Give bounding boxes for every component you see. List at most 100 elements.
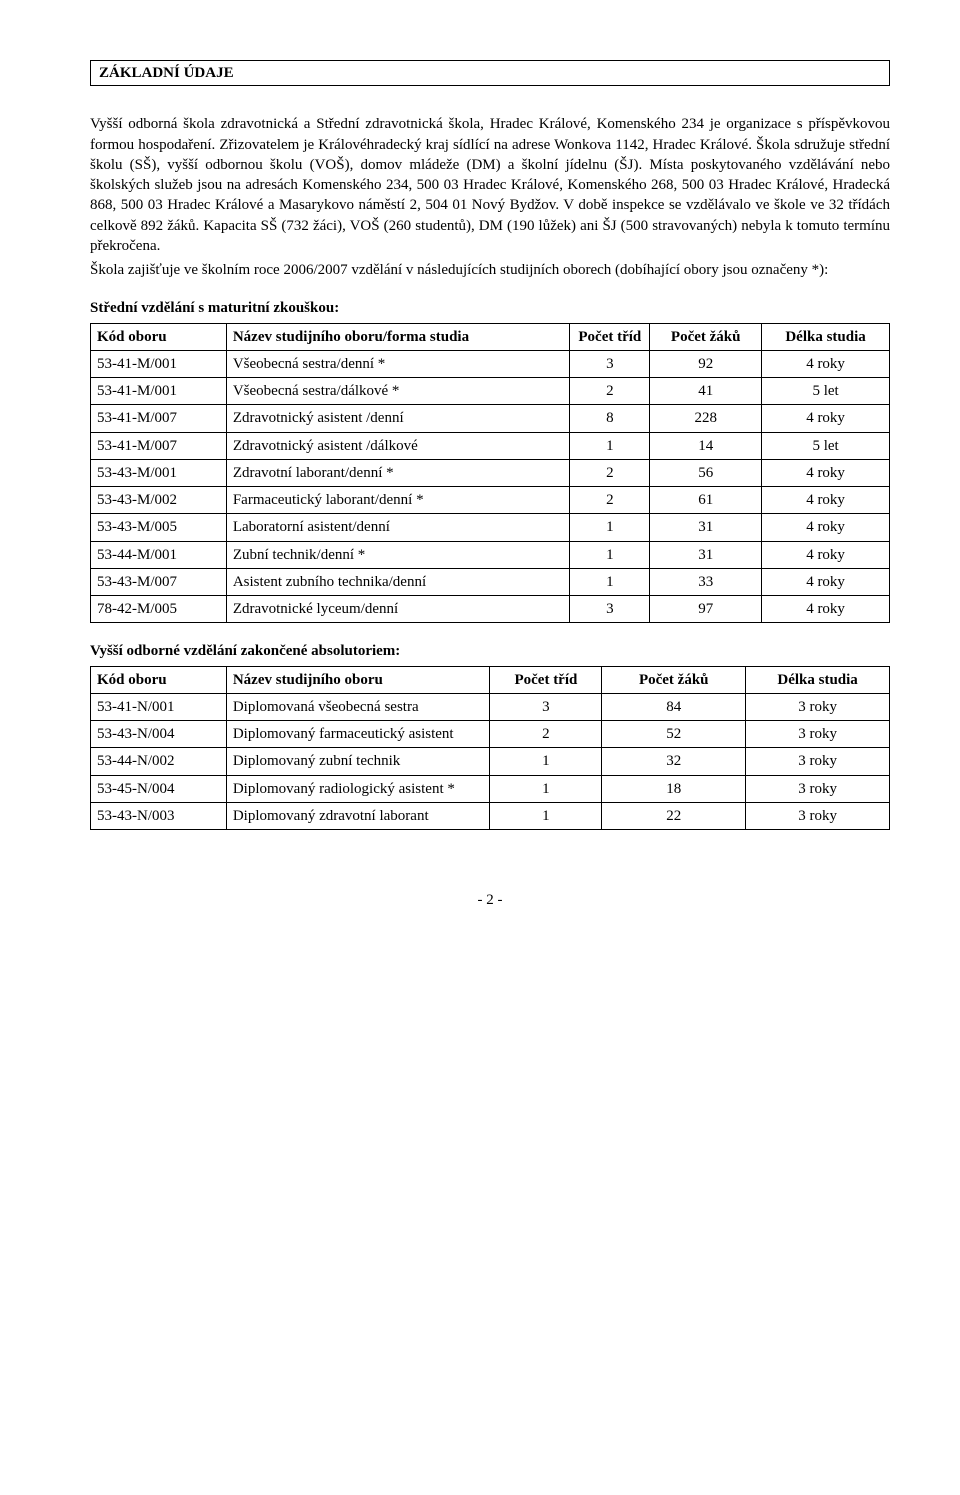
table-row: 53-44-N/002Diplomovaný zubní technik1323…	[91, 748, 890, 775]
table-header-cell: Název studijního oboru/forma studia	[226, 323, 570, 350]
table-cell: 14	[650, 432, 762, 459]
table-cell: 92	[650, 350, 762, 377]
table-cell: 3 roky	[746, 775, 890, 802]
table-header-cell: Délka studia	[746, 666, 890, 693]
table-cell: 31	[650, 541, 762, 568]
table-cell: 2	[570, 459, 650, 486]
table-cell: 1	[570, 514, 650, 541]
table-cell: Zubní technik/denní *	[226, 541, 570, 568]
table-cell: 53-43-M/001	[91, 459, 227, 486]
table-cell: 53-41-M/007	[91, 432, 227, 459]
table-row: 78-42-M/005Zdravotnické lyceum/denní3974…	[91, 596, 890, 623]
table-row: 53-45-N/004Diplomovaný radiologický asis…	[91, 775, 890, 802]
table-row: 53-43-M/005Laboratorní asistent/denní131…	[91, 514, 890, 541]
table-cell: 2	[570, 487, 650, 514]
table-cell: Zdravotní laborant/denní *	[226, 459, 570, 486]
table-cell: 3 roky	[746, 802, 890, 829]
table-cell: Diplomovaný zdravotní laborant	[226, 802, 490, 829]
table-header-cell: Počet žáků	[650, 323, 762, 350]
table-header-cell: Počet tříd	[490, 666, 602, 693]
table-cell: Diplomovaný zubní technik	[226, 748, 490, 775]
table-cell: 31	[650, 514, 762, 541]
table-cell: 41	[650, 378, 762, 405]
table-cell: 1	[570, 541, 650, 568]
table-cell: 1	[570, 432, 650, 459]
table-header-cell: Délka studia	[762, 323, 890, 350]
table-header-cell: Kód oboru	[91, 323, 227, 350]
table-header-cell: Název studijního oboru	[226, 666, 490, 693]
table-cell: 4 roky	[762, 350, 890, 377]
table-stredni-vzdelani: Kód oboruNázev studijního oboru/forma st…	[90, 323, 890, 624]
table-cell: 33	[650, 568, 762, 595]
table-cell: 53-44-N/002	[91, 748, 227, 775]
table-cell: 61	[650, 487, 762, 514]
table-cell: 52	[602, 721, 746, 748]
table-row: 53-41-M/007Zdravotnický asistent /denní8…	[91, 405, 890, 432]
section-title: ZÁKLADNÍ ÚDAJE	[99, 65, 234, 81]
table-row: 53-43-M/007Asistent zubního technika/den…	[91, 568, 890, 595]
table-cell: 2	[570, 378, 650, 405]
table-row: 53-41-M/001Všeobecná sestra/denní *3924 …	[91, 350, 890, 377]
table-cell: Všeobecná sestra/denní *	[226, 350, 570, 377]
table-cell: 53-41-M/001	[91, 378, 227, 405]
table-header-cell: Kód oboru	[91, 666, 227, 693]
table-cell: Zdravotnický asistent /dálkové	[226, 432, 570, 459]
table-cell: Diplomovaná všeobecná sestra	[226, 693, 490, 720]
table-vyssi-odborne: Kód oboruNázev studijního oboruPočet tří…	[90, 666, 890, 831]
table-cell: 4 roky	[762, 568, 890, 595]
table-cell: Asistent zubního technika/denní	[226, 568, 570, 595]
table2-heading: Vyšší odborné vzdělání zakončené absolut…	[90, 641, 890, 661]
table-cell: 22	[602, 802, 746, 829]
table-cell: 53-43-M/002	[91, 487, 227, 514]
intro-paragraph-1: Vyšší odborná škola zdravotnická a Střed…	[90, 114, 890, 256]
table-cell: 18	[602, 775, 746, 802]
table-cell: 53-41-N/001	[91, 693, 227, 720]
table-cell: 56	[650, 459, 762, 486]
table-cell: Diplomovaný radiologický asistent *	[226, 775, 490, 802]
table-cell: 53-43-N/004	[91, 721, 227, 748]
table-cell: 3	[570, 350, 650, 377]
table-cell: 5 let	[762, 378, 890, 405]
table-row: 53-43-M/002Farmaceutický laborant/denní …	[91, 487, 890, 514]
table-cell: 3 roky	[746, 693, 890, 720]
table-row: 53-43-N/003Diplomovaný zdravotní laboran…	[91, 802, 890, 829]
table-cell: Farmaceutický laborant/denní *	[226, 487, 570, 514]
table-cell: 1	[570, 568, 650, 595]
table-cell: 3	[570, 596, 650, 623]
table-cell: Diplomovaný farmaceutický asistent	[226, 721, 490, 748]
table-row: 53-41-M/001Všeobecná sestra/dálkové *241…	[91, 378, 890, 405]
table-cell: 53-41-M/001	[91, 350, 227, 377]
section-title-box: ZÁKLADNÍ ÚDAJE	[90, 60, 890, 86]
table-cell: 2	[490, 721, 602, 748]
table-cell: 3 roky	[746, 721, 890, 748]
intro-paragraph-2: Škola zajišťuje ve školním roce 2006/200…	[90, 260, 890, 280]
table-header-cell: Počet žáků	[602, 666, 746, 693]
table-row: 53-43-M/001Zdravotní laborant/denní *256…	[91, 459, 890, 486]
table-cell: 4 roky	[762, 459, 890, 486]
table-row: 53-41-M/007Zdravotnický asistent /dálkov…	[91, 432, 890, 459]
table-cell: 53-43-M/007	[91, 568, 227, 595]
table-cell: 4 roky	[762, 596, 890, 623]
table-cell: 8	[570, 405, 650, 432]
table-cell: 228	[650, 405, 762, 432]
table-cell: 4 roky	[762, 514, 890, 541]
table-cell: 4 roky	[762, 405, 890, 432]
table-cell: 3	[490, 693, 602, 720]
table-cell: 97	[650, 596, 762, 623]
table-cell: 1	[490, 748, 602, 775]
table-cell: 4 roky	[762, 487, 890, 514]
table-cell: 53-43-M/005	[91, 514, 227, 541]
table-row: 53-41-N/001Diplomovaná všeobecná sestra3…	[91, 693, 890, 720]
table-cell: 53-44-M/001	[91, 541, 227, 568]
table-cell: Všeobecná sestra/dálkové *	[226, 378, 570, 405]
table-cell: Zdravotnické lyceum/denní	[226, 596, 570, 623]
table1-heading: Střední vzdělání s maturitní zkouškou:	[90, 298, 890, 318]
table-cell: 84	[602, 693, 746, 720]
table-cell: 53-43-N/003	[91, 802, 227, 829]
page-number: - 2 -	[90, 890, 890, 910]
table-row: 53-43-N/004Diplomovaný farmaceutický asi…	[91, 721, 890, 748]
table-cell: 53-45-N/004	[91, 775, 227, 802]
table-header-cell: Počet tříd	[570, 323, 650, 350]
table-cell: 1	[490, 775, 602, 802]
table-cell: Zdravotnický asistent /denní	[226, 405, 570, 432]
